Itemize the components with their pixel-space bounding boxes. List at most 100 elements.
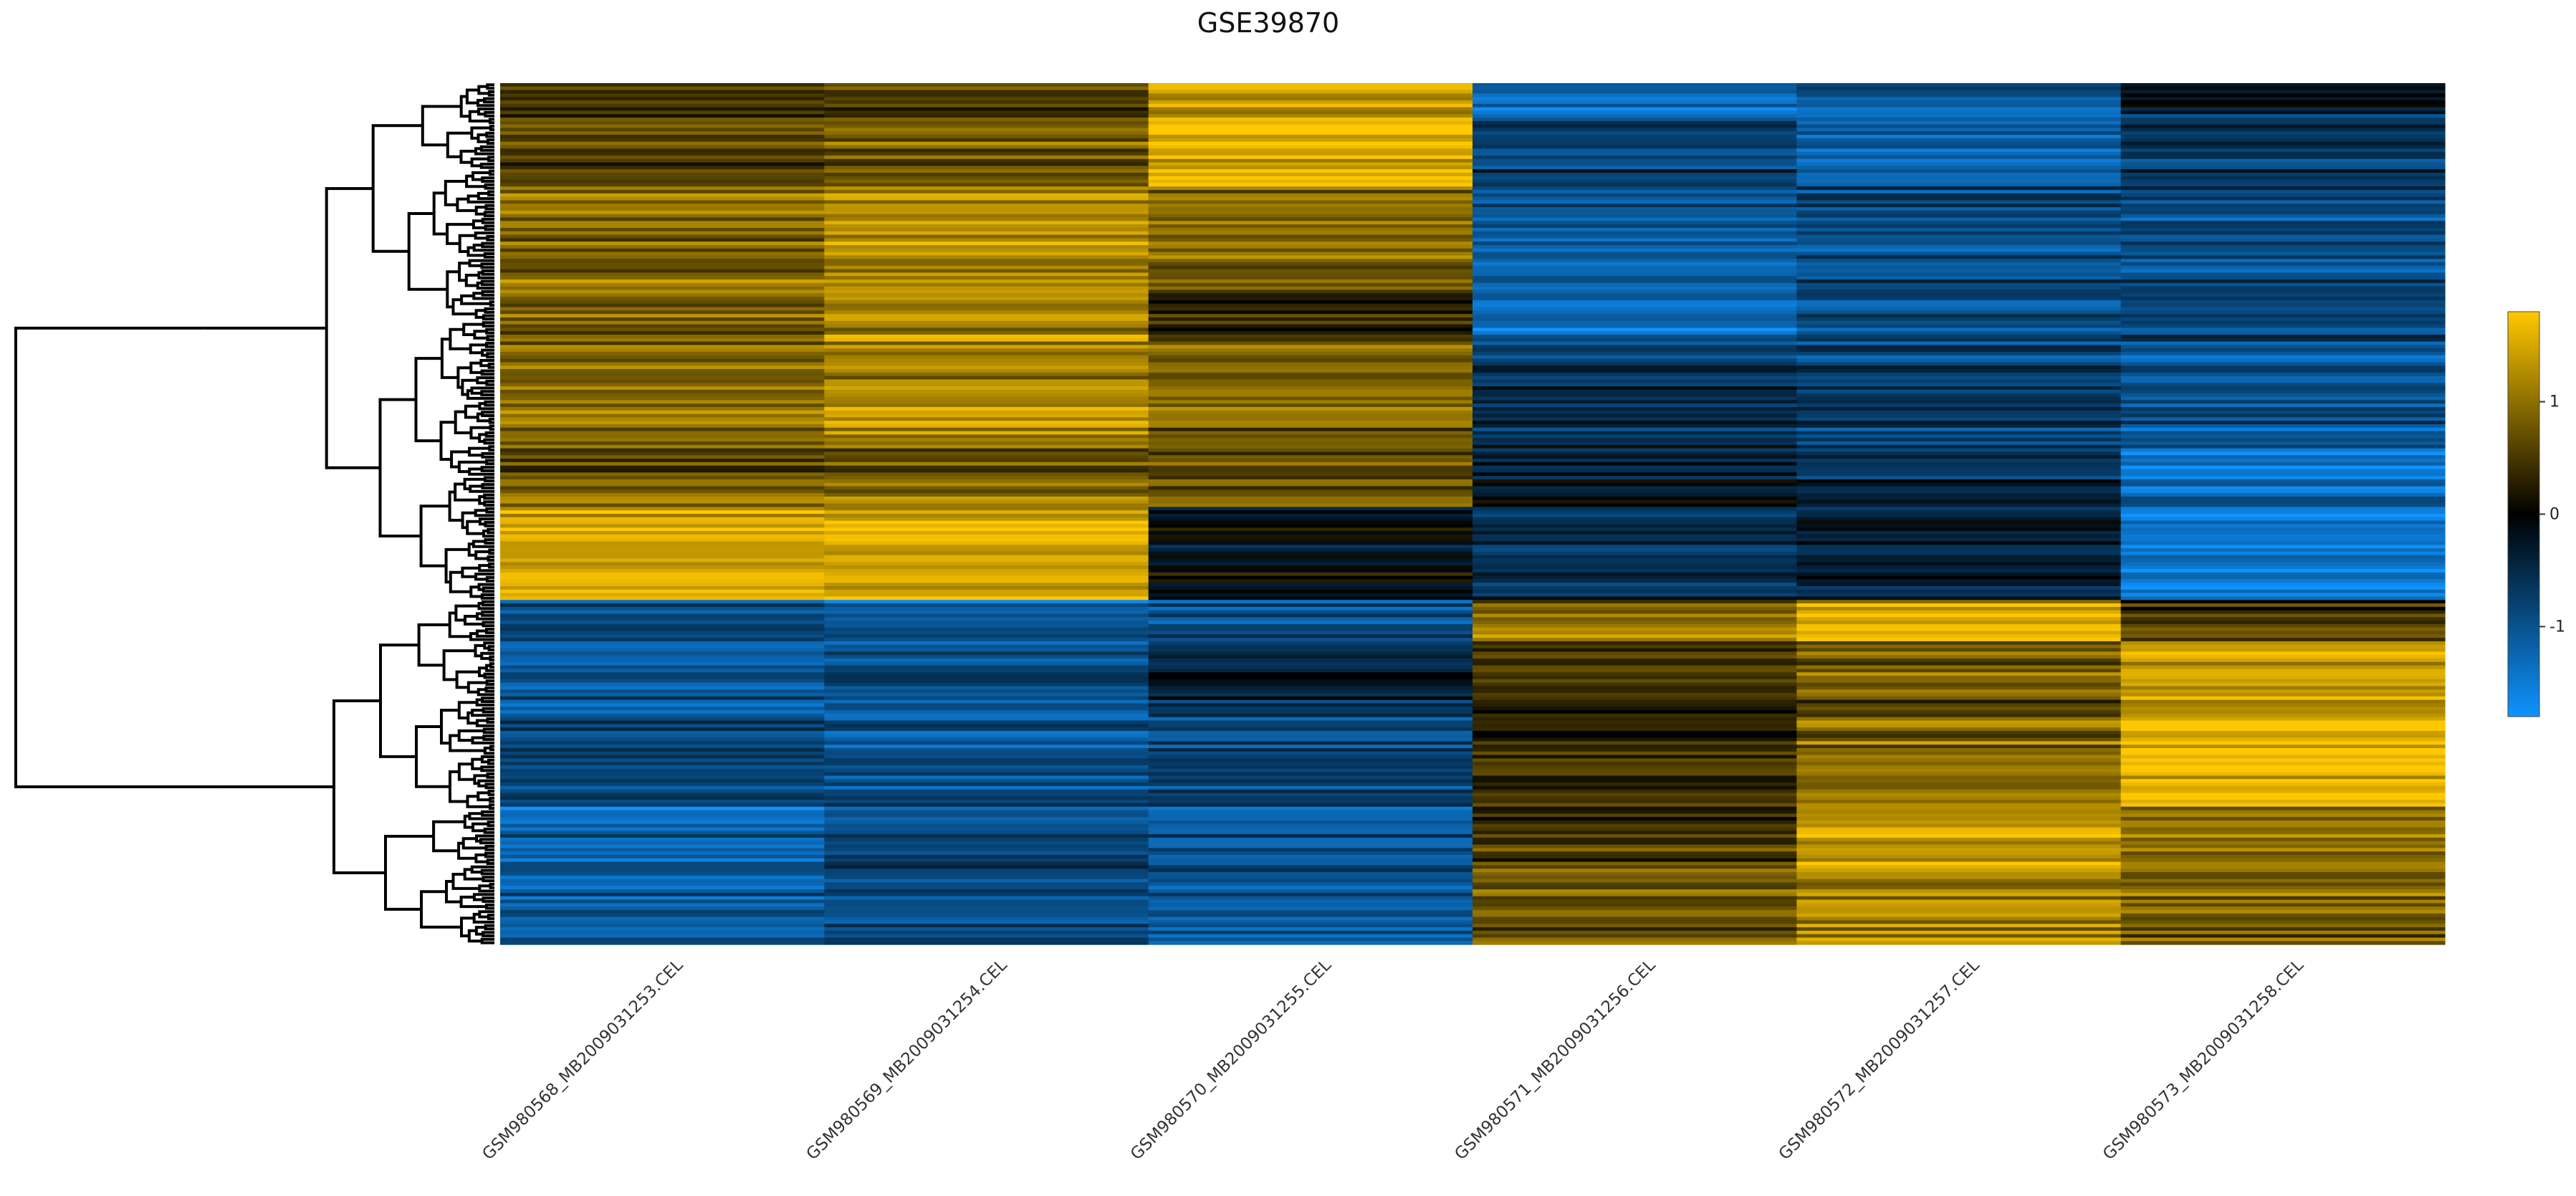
dendrogram-branch bbox=[480, 651, 494, 660]
dendrogram-branch bbox=[481, 483, 494, 489]
dendrogram-branch bbox=[483, 438, 494, 445]
heatmap-cell bbox=[500, 813, 825, 818]
heatmap-cell bbox=[1796, 565, 2122, 570]
heatmap-cell bbox=[1473, 789, 1797, 794]
heatmap-cell bbox=[824, 400, 1149, 404]
heatmap-cell bbox=[1473, 858, 1797, 863]
heatmap-cell bbox=[1148, 286, 1473, 291]
heatmap-cell bbox=[1796, 493, 2122, 497]
heatmap-cell bbox=[500, 603, 825, 608]
heatmap-cell bbox=[1796, 327, 2122, 332]
heatmap-cell bbox=[824, 417, 1149, 421]
dendrogram-branch bbox=[471, 540, 494, 548]
heatmap-cell bbox=[1473, 286, 1797, 291]
heatmap-cell bbox=[1148, 345, 1473, 349]
dendrogram-branch bbox=[466, 246, 485, 257]
heatmap-cell bbox=[824, 934, 1149, 938]
heatmap-cell bbox=[824, 768, 1149, 773]
heatmap-cell bbox=[2120, 451, 2446, 456]
heatmap-cell bbox=[1148, 300, 1473, 305]
dendrogram-branch bbox=[460, 917, 474, 937]
dendrogram-branch bbox=[485, 459, 494, 466]
dendrogram-branch bbox=[468, 467, 494, 476]
heatmap-cell bbox=[1796, 745, 2122, 749]
heatmap-cell bbox=[500, 696, 825, 701]
heatmap-cell bbox=[500, 265, 825, 270]
heatmap-cell bbox=[824, 765, 1149, 770]
heatmap-cell bbox=[500, 282, 825, 287]
heatmap-cell bbox=[1473, 755, 1797, 759]
heatmap-cell bbox=[2120, 634, 2446, 638]
heatmap-cell bbox=[1796, 507, 2122, 511]
heatmap-cell bbox=[824, 699, 1149, 704]
heatmap-cell bbox=[1148, 903, 1473, 907]
heatmap-cell bbox=[824, 448, 1149, 453]
heatmap-cell bbox=[1148, 545, 1473, 549]
heatmap-cell bbox=[2120, 621, 2446, 625]
heatmap-cell bbox=[1148, 444, 1473, 449]
heatmap-cell bbox=[1796, 665, 2122, 669]
heatmap-cell bbox=[2120, 148, 2446, 153]
heatmap-cell bbox=[824, 548, 1149, 552]
heatmap-cell bbox=[1796, 903, 2122, 907]
dendrogram-branch bbox=[477, 791, 491, 802]
heatmap-cell bbox=[2120, 534, 2446, 539]
heatmap-cell bbox=[824, 389, 1149, 394]
heatmap-cell bbox=[1473, 727, 1797, 732]
heatmap-cell bbox=[2120, 244, 2446, 249]
heatmap-cell bbox=[1473, 421, 1797, 425]
heatmap-cell bbox=[1473, 758, 1797, 762]
dendrogram-branch bbox=[460, 294, 491, 305]
heatmap-cell bbox=[1473, 314, 1797, 318]
heatmap-cell bbox=[2120, 431, 2446, 436]
heatmap-cell bbox=[824, 314, 1149, 318]
heatmap-cell bbox=[500, 403, 825, 408]
heatmap-cell bbox=[824, 158, 1149, 163]
heatmap-cell bbox=[1796, 186, 2122, 191]
heatmap-cell bbox=[2120, 345, 2446, 349]
heatmap-cell bbox=[500, 693, 825, 697]
heatmap-cell bbox=[824, 386, 1149, 391]
heatmap-cell bbox=[824, 886, 1149, 890]
heatmap-cell bbox=[2120, 699, 2446, 704]
heatmap-cell bbox=[824, 455, 1149, 459]
heatmap-cell bbox=[1148, 310, 1473, 315]
heatmap-cell bbox=[1148, 783, 1473, 787]
heatmap-cell bbox=[1796, 617, 2122, 621]
heatmap-cell bbox=[2120, 644, 2446, 649]
heatmap-cell bbox=[1148, 427, 1473, 432]
dendrogram-branch bbox=[475, 834, 494, 843]
heatmap-cell bbox=[1796, 854, 2122, 859]
heatmap-cell bbox=[1148, 196, 1473, 201]
heatmap-cell bbox=[500, 892, 825, 897]
heatmap-cell bbox=[1473, 803, 1797, 808]
dendrogram-branch bbox=[469, 361, 482, 374]
heatmap-cell bbox=[2120, 128, 2446, 132]
heatmap-cell bbox=[2120, 320, 2446, 325]
heatmap-cell bbox=[824, 568, 1149, 573]
heatmap-cell bbox=[1148, 227, 1473, 232]
heatmap-cell bbox=[824, 489, 1149, 494]
heatmap-cell bbox=[500, 875, 825, 880]
heatmap-cell bbox=[2120, 393, 2446, 398]
heatmap-cell bbox=[1796, 583, 2122, 587]
dendrogram-branch bbox=[485, 131, 494, 138]
heatmap-cell bbox=[824, 97, 1149, 101]
heatmap-cell bbox=[1796, 892, 2122, 897]
heatmap-cell bbox=[1796, 555, 2122, 560]
heatmap-cell bbox=[1796, 183, 2122, 187]
dendrogram-branch bbox=[444, 547, 469, 584]
heatmap-cell bbox=[500, 745, 825, 749]
dendrogram-branch bbox=[489, 300, 494, 307]
heatmap-cell bbox=[824, 710, 1149, 714]
heatmap-cell bbox=[824, 834, 1149, 838]
heatmap-cell bbox=[500, 210, 825, 215]
heatmap-cell bbox=[1473, 707, 1797, 711]
heatmap-cell bbox=[2120, 641, 2446, 646]
heatmap-cell bbox=[2120, 461, 2446, 467]
heatmap-cell bbox=[500, 848, 825, 852]
heatmap-cell bbox=[1796, 837, 2122, 842]
heatmap-cell bbox=[2120, 193, 2446, 198]
heatmap-cell bbox=[1796, 83, 2122, 87]
heatmap-cell bbox=[1148, 913, 1473, 918]
